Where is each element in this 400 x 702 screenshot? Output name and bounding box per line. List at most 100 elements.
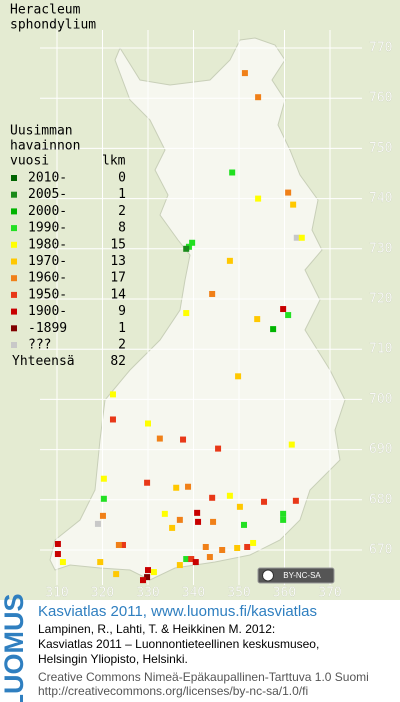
occurrence-dot [139,577,146,584]
legend-count: 17 [110,271,126,286]
occurrence-dot [119,541,126,548]
y-tick-label: 710 [369,342,392,357]
occurrence-dot [109,416,116,423]
occurrence-dot [144,574,151,581]
occurrence-dot [173,484,180,491]
y-tick-label: 730 [369,241,392,256]
occurrence-dot [229,169,236,176]
y-tick-label: 770 [369,41,392,56]
occurrence-dot [100,495,107,502]
occurrence-dot [280,306,287,313]
atlas-link[interactable]: Kasviatlas 2011, www.luomus.fi/kasviatla… [38,603,317,620]
occurrence-dot [215,445,222,452]
species-name: sphondylium [10,18,96,33]
occurrence-dot [54,551,61,558]
occurrence-dot [189,239,196,246]
occurrence-dot [144,479,151,486]
legend-label: 1980- [28,237,67,252]
finland-outline [49,37,346,581]
grid: 310 320 330 340 350 360 370 670 680 690 700 710 720 7… [40,30,393,601]
legend-label: 1900- [28,304,67,319]
legend-swatch [11,342,17,348]
occurrence-dot [285,312,292,319]
occurrence-dot [145,567,151,574]
y-tick-label: 690 [369,442,392,457]
occurrence-dot [255,195,262,202]
license[interactable]: http://creativecommons.org/licenses/by-n… [38,684,308,698]
occurrence-dot [241,521,248,528]
legend: Uusimman havainnon vuosi lkm 2010- 0 2005-… [10,124,126,370]
x-tick-label: 330 [136,586,159,601]
occurrence-dot [280,516,287,523]
legend-label: 1950- [28,287,67,302]
occurrence-dot [254,316,261,323]
legend-count: 1 [118,321,126,336]
legend-swatch [11,308,17,315]
occurrence-dot [169,524,176,531]
legend-count: 0 [118,171,126,186]
x-tick-label: 360 [273,586,296,601]
x-tick-label: 310 [45,586,68,601]
legend-count: 13 [110,254,126,269]
occurrence-dot [97,559,104,566]
legend-count: 15 [110,237,126,252]
legend-swatch [11,241,17,248]
occurrence-dot [180,436,187,443]
legend-swatch [11,291,17,298]
legend-label: 1970- [28,254,67,269]
occurrence-dot [280,510,287,517]
license: Creative Commons Nimeä-Epäkaupallinen-Ta… [38,670,369,684]
legend-swatch [11,325,17,332]
occurrence-dot [298,234,305,241]
occurrence-dot [293,234,300,241]
occurrence-dot [176,562,183,569]
y-tick-label: 720 [369,292,392,307]
occurrence-dot [209,290,216,297]
occurrence-dot [183,245,190,252]
occurrence-dot [109,391,116,398]
legend-count: 8 [118,221,126,236]
species-name: Heracleum [10,3,81,18]
occurrence-dots [54,70,305,584]
legend-swatch [11,258,17,265]
occurrence-dot [176,516,183,523]
occurrence-dot [270,326,277,333]
occurrence-dot [161,510,168,517]
x-tick-label: 350 [227,586,250,601]
citation: Kasviatlas 2011 – Luonnontieteellinen ke… [38,637,319,651]
occurrence-dot [261,498,268,505]
legend-heading: Uusimman [10,124,73,139]
legend-label: -1899 [28,321,67,336]
occurrence-dot [185,483,192,490]
occurrence-dot [244,543,251,550]
occurrence-dot [115,541,122,548]
occurrence-dot [156,435,163,442]
occurrence-dot [210,518,217,525]
occurrence-dot [255,94,262,101]
occurrence-dot [54,540,61,547]
legend-swatch [11,225,17,232]
legend-label: 1960- [28,271,67,286]
occurrence-dot [145,420,151,427]
occurrence-dot [250,539,257,546]
x-tick-label: 370 [318,586,341,601]
occurrence-dot [241,70,248,77]
occurrence-dot [183,556,190,563]
legend-swatch [11,208,17,215]
occurrence-dot [99,512,106,519]
y-tick-label: 740 [369,191,392,206]
legend-swatch [11,175,17,181]
x-tick-label: 340 [182,586,205,601]
x-tick-label: 320 [91,586,114,601]
y-tick-label: 760 [369,91,392,106]
y-tick-label: 680 [369,492,392,507]
total-label: Yhteensä [12,354,75,369]
occurrence-dot [292,497,299,504]
legend-count: 9 [118,304,126,319]
legend-heading: havainnon [10,139,80,154]
legend-swatch [11,191,17,198]
legend-count: 14 [110,287,126,302]
total-count: 82 [110,354,126,369]
occurrence-dot [234,544,241,551]
